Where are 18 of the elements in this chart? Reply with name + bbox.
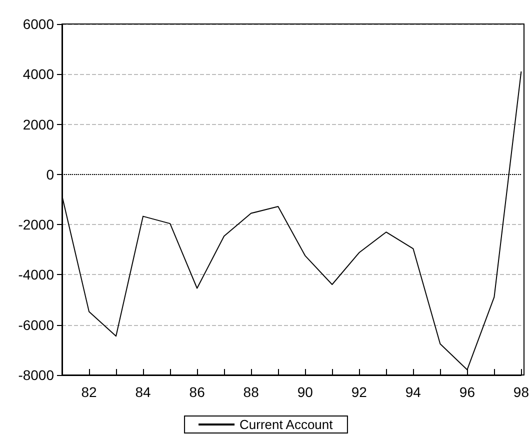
legend-label: Current Account [240,417,334,432]
y-tick-label: -6000 [18,316,54,333]
x-tick-label: 84 [135,384,152,400]
x-tick-label: 92 [351,384,368,400]
y-tick-label: 6000 [22,16,54,32]
x-tick-label: 96 [459,384,476,400]
y-tick-label: 2000 [22,116,54,132]
x-tick-label: 90 [297,384,314,400]
y-tick-label: 0 [46,166,54,182]
y-tick-label: -2000 [18,216,54,233]
y-tick-label: -4000 [18,266,54,283]
x-tick-label: 88 [243,384,260,400]
x-tick-label: 86 [189,384,206,400]
x-tick-label: 82 [81,384,98,400]
x-tick-label: 94 [405,384,422,400]
y-tick-label: -8000 [18,367,54,383]
x-tick-label: 98 [513,384,530,400]
y-tick-label: 4000 [22,66,54,82]
